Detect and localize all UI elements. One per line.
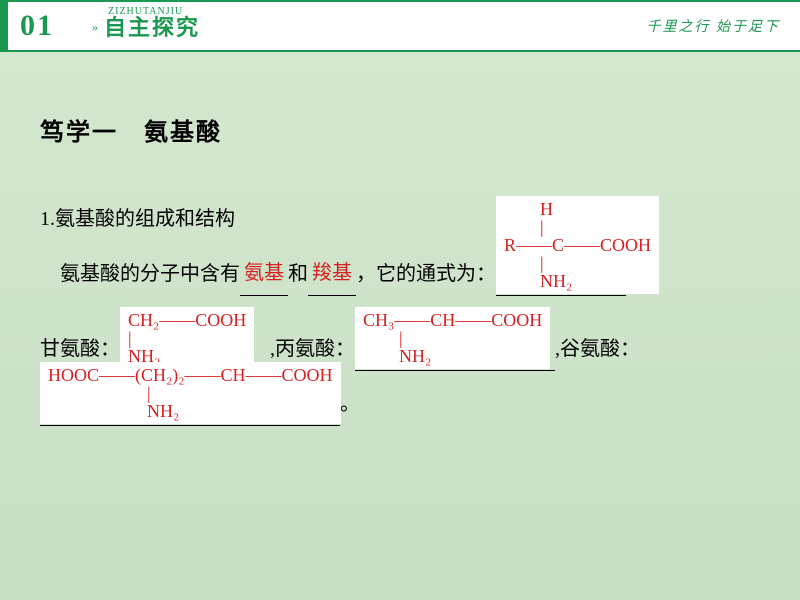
formula-glycine: CH₂——COOH | NH₂ bbox=[120, 307, 254, 369]
formula-general: H | R——C——COOH | NH₂ bbox=[496, 196, 659, 294]
paragraph-3: HOOC——(CH₂)₂——CH——COOH | NH₂ 。 bbox=[40, 381, 760, 426]
slide-content: 笃学一 氨基酸 1.氨基酸的组成和结构 氨基酸的分子中含有 氨基 和 羧基 ，它… bbox=[0, 52, 800, 426]
l3-t3: ,谷氨酸： bbox=[555, 327, 640, 371]
topic-title: 笃学一 氨基酸 bbox=[40, 112, 760, 147]
formula-glutamic: HOOC——(CH₂)₂——CH——COOH | NH₂ bbox=[40, 362, 341, 424]
section-pinyin: ZIZHUTANJIU bbox=[108, 6, 183, 17]
l2-t3: ，它的通式为： bbox=[356, 252, 496, 296]
section-number: 01 bbox=[20, 9, 54, 43]
body-text: 1.氨基酸的组成和结构 氨基酸的分子中含有 氨基 和 羧基 ，它的通式为： H … bbox=[40, 197, 760, 426]
l4-t1: 。 bbox=[340, 382, 360, 426]
blank-amino: 氨基 bbox=[240, 251, 288, 296]
formula-alanine: CH₃——CH——COOH | NH₂ bbox=[355, 307, 550, 369]
l2-t1: 氨基酸的分子中含有 bbox=[60, 252, 240, 296]
page-header: 01 » ZIZHUTANJIU 自主探究 千里之行 始于足下 bbox=[0, 0, 800, 52]
header-accent-bar bbox=[0, 2, 8, 50]
header-motto: 千里之行 始于足下 bbox=[647, 16, 781, 36]
blank-carboxyl: 羧基 bbox=[308, 251, 356, 296]
l2-t2: 和 bbox=[288, 252, 308, 296]
chevron-icon: » bbox=[92, 20, 98, 35]
paragraph-1: 1.氨基酸的组成和结构 氨基酸的分子中含有 氨基 和 羧基 ，它的通式为： H … bbox=[40, 197, 760, 296]
